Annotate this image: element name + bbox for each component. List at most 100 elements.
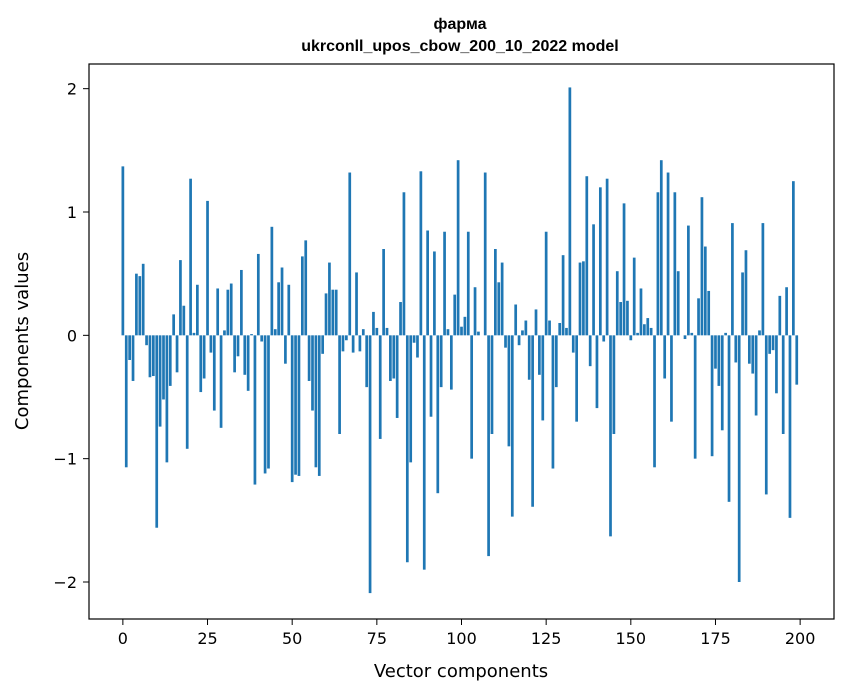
bar: [141, 263, 145, 336]
bar: [615, 271, 619, 336]
bar: [639, 288, 643, 336]
bar: [548, 320, 551, 336]
bar: [372, 311, 375, 336]
bar: [466, 231, 470, 336]
bar: [240, 269, 243, 336]
bar: [121, 166, 125, 336]
bar: [714, 335, 717, 369]
bar: [456, 160, 460, 336]
bar: [768, 335, 772, 354]
bar: [463, 316, 467, 336]
bar: [331, 289, 335, 336]
bar: [460, 326, 463, 336]
bar: [375, 327, 379, 336]
bar: [260, 335, 264, 342]
bar: [504, 335, 507, 348]
bar: [446, 329, 450, 336]
bar: [199, 335, 203, 393]
bar: [128, 335, 131, 360]
x-tick-label: 200: [785, 629, 816, 648]
bar: [558, 323, 562, 336]
x-axis-label: Vector components: [374, 661, 548, 682]
bar: [727, 335, 731, 502]
bar: [131, 335, 135, 381]
x-tick-label: 0: [118, 629, 128, 648]
bar: [389, 335, 392, 381]
bar: [534, 309, 538, 336]
bar: [453, 294, 457, 336]
bar: [585, 176, 589, 336]
bar: [785, 287, 788, 336]
bar: [317, 335, 321, 476]
bar: [568, 87, 572, 336]
bar: [527, 335, 531, 380]
bar: [196, 284, 199, 336]
bar: [273, 329, 277, 336]
bar: [206, 200, 209, 336]
bar: [588, 335, 592, 367]
bar: [246, 335, 250, 391]
bar: [649, 327, 653, 336]
bar: [629, 335, 633, 341]
bar: [165, 335, 169, 463]
bar: [399, 302, 402, 336]
bar: [737, 335, 741, 582]
bar: [517, 335, 521, 346]
bar: [632, 257, 636, 336]
bar: [764, 335, 768, 495]
bar: [683, 335, 687, 340]
bar: [778, 295, 782, 336]
x-tick-label: 150: [616, 629, 647, 648]
bar: [598, 187, 602, 336]
bar: [744, 250, 748, 336]
bar: [670, 335, 673, 422]
bar: [172, 314, 176, 336]
bar: [538, 335, 541, 375]
bar: [646, 318, 650, 336]
bar: [697, 298, 700, 336]
bar: [175, 335, 179, 373]
chart-title: фарма: [434, 16, 487, 33]
bar: [761, 223, 765, 336]
bar: [676, 271, 680, 336]
bar: [551, 335, 555, 469]
y-axis-ticks: −2 −1 0 1 2: [53, 80, 89, 592]
bar: [734, 335, 738, 363]
bar: [402, 192, 406, 336]
bar: [592, 224, 595, 336]
bar: [449, 335, 453, 390]
bar: [473, 287, 477, 336]
bar: [514, 304, 518, 336]
bar: [490, 335, 494, 434]
x-axis-ticks: 0 25 50 75 100 125 150 175 200: [118, 619, 816, 648]
bar: [690, 332, 694, 336]
bar: [328, 262, 331, 336]
bar: [253, 335, 257, 485]
bar: [358, 335, 362, 352]
bar: [158, 335, 162, 427]
bar: [531, 335, 534, 507]
chart-subtitle: ukrconll_upos_cbow_200_10_2022 model: [301, 38, 618, 55]
bar: [582, 261, 585, 336]
bar: [290, 335, 294, 483]
bar: [226, 289, 230, 336]
y-axis-label: Components values: [12, 252, 33, 430]
bar: [382, 249, 385, 336]
bar: [747, 335, 751, 364]
bar: [524, 320, 528, 336]
bar: [643, 324, 646, 336]
bar: [148, 335, 152, 378]
bar: [656, 192, 660, 336]
bar: [348, 172, 352, 336]
bar: [487, 335, 490, 557]
bar: [751, 335, 755, 374]
bar: [636, 332, 639, 336]
bar: [300, 256, 304, 336]
bar: [575, 335, 578, 422]
bar: [155, 335, 159, 528]
bar: [368, 335, 372, 594]
bar: [717, 335, 721, 386]
bar: [653, 335, 656, 468]
x-tick-label: 125: [531, 629, 562, 648]
bar: [561, 255, 565, 336]
